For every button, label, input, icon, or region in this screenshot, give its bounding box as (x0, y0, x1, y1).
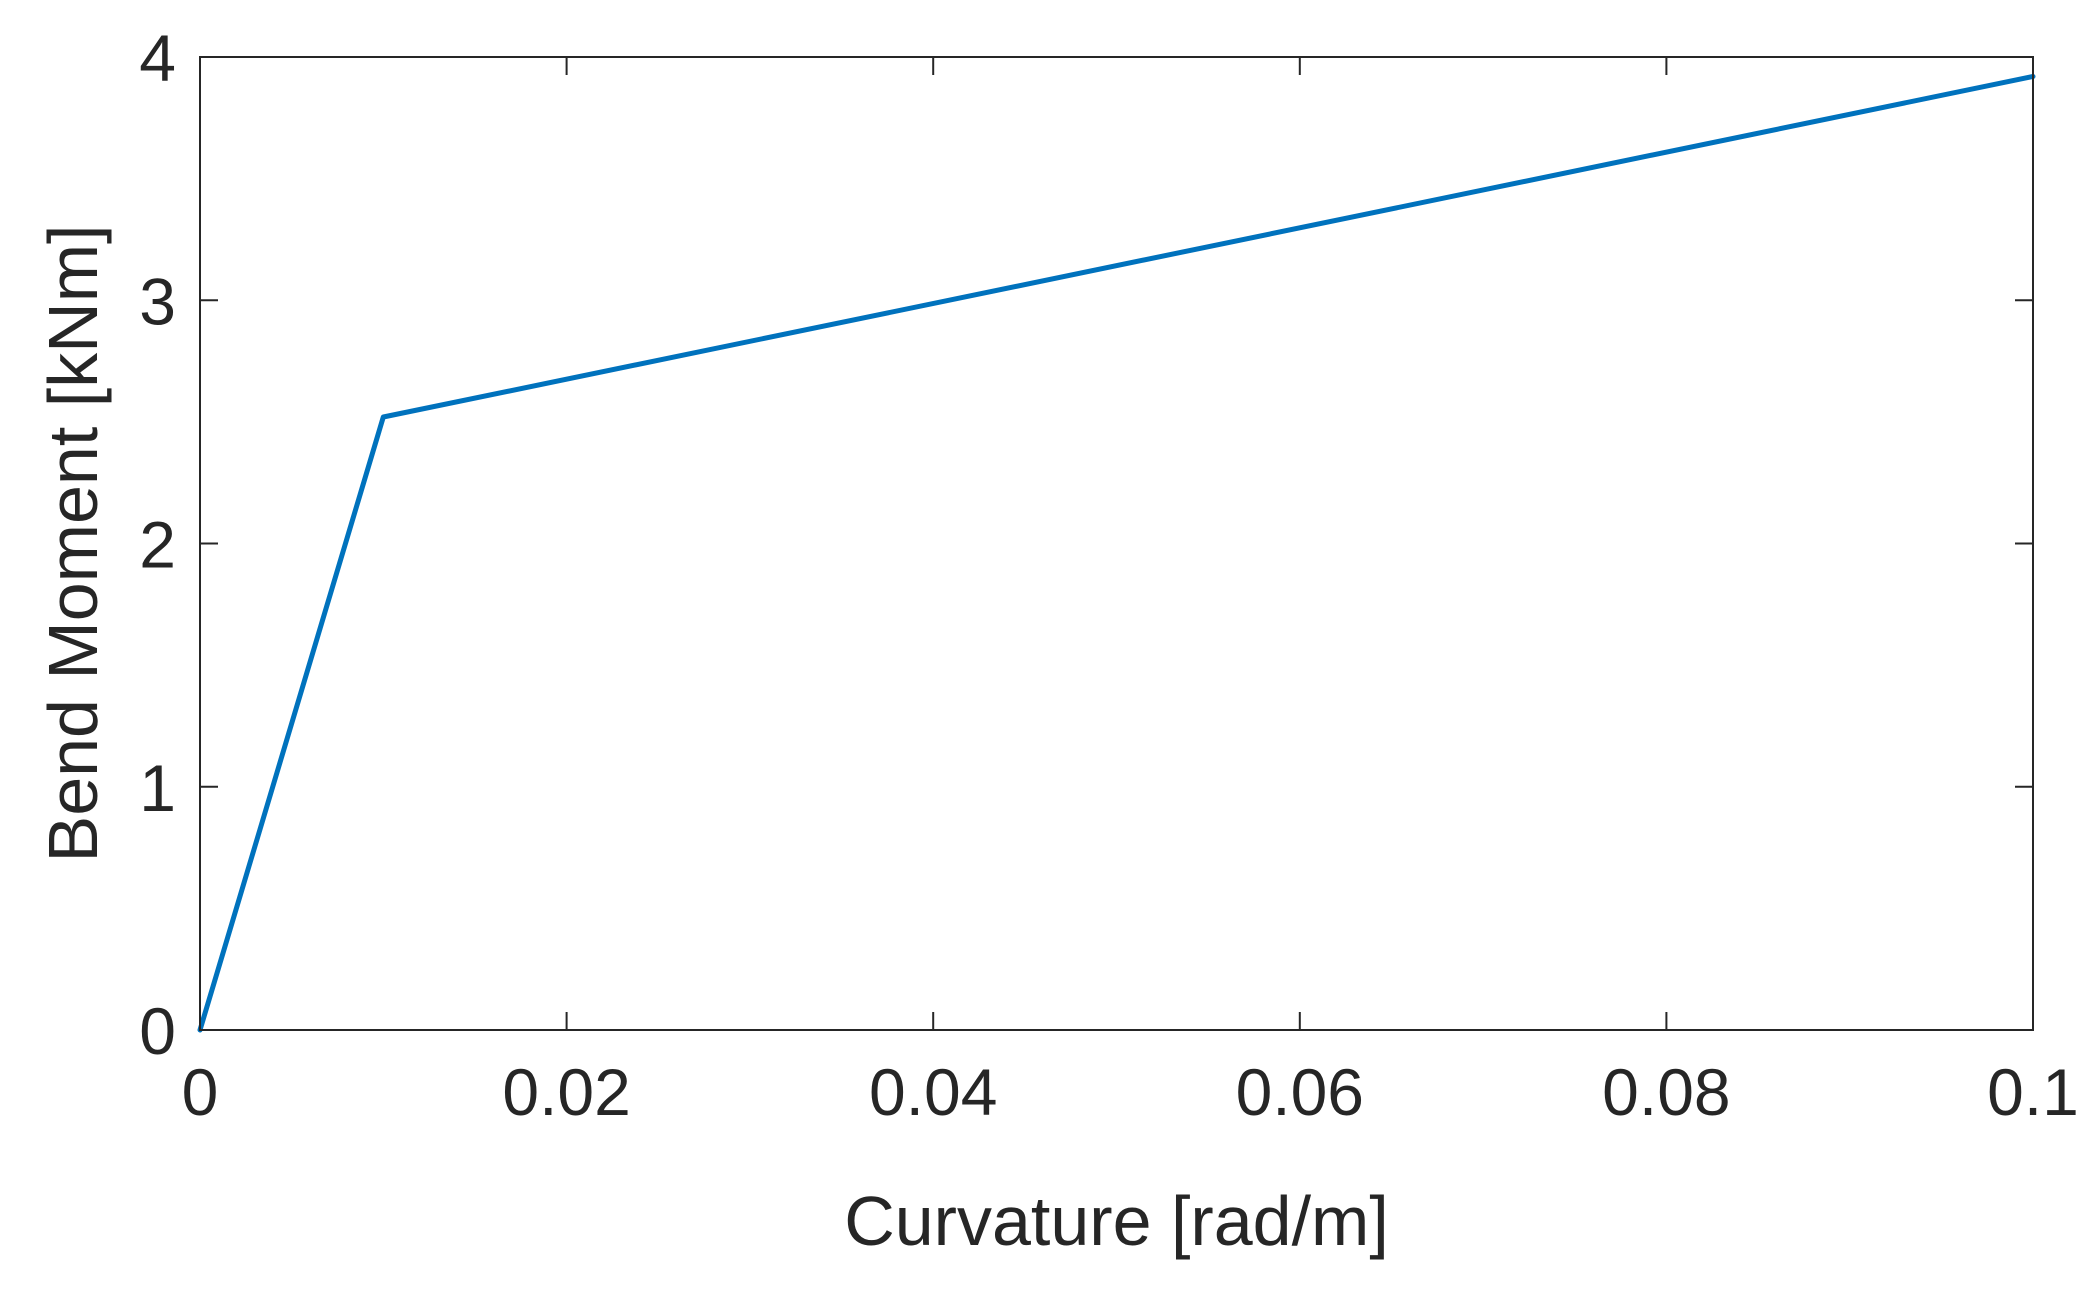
y-tick-label: 3 (139, 264, 176, 338)
x-tick-label: 0.1 (1987, 1055, 2079, 1129)
series-layer (197, 73, 2036, 1033)
plot-area (200, 57, 2033, 1030)
y-tick-label: 2 (139, 508, 176, 582)
tick-label-layer: 0 0.02 0.04 0.06 0.08 0.1 0 1 2 3 4 (139, 21, 2079, 1129)
series-line (197, 73, 2036, 1033)
x-tick-label: 0.02 (502, 1055, 630, 1129)
x-tick-label: 0.06 (1236, 1055, 1364, 1129)
x-tick-label: 0.04 (869, 1055, 997, 1129)
y-axis-label: Bend Moment [kNm] (34, 225, 112, 863)
y-tick-label: 4 (139, 21, 176, 95)
x-tick-label: 0 (182, 1055, 219, 1129)
x-axis-label: Curvature [rad/m] (844, 1182, 1389, 1260)
y-tick-label: 1 (139, 751, 176, 825)
plot-frame (199, 56, 2034, 1031)
x-tick-label: 0.08 (1602, 1055, 1730, 1129)
y-tick-label: 0 (139, 994, 176, 1068)
